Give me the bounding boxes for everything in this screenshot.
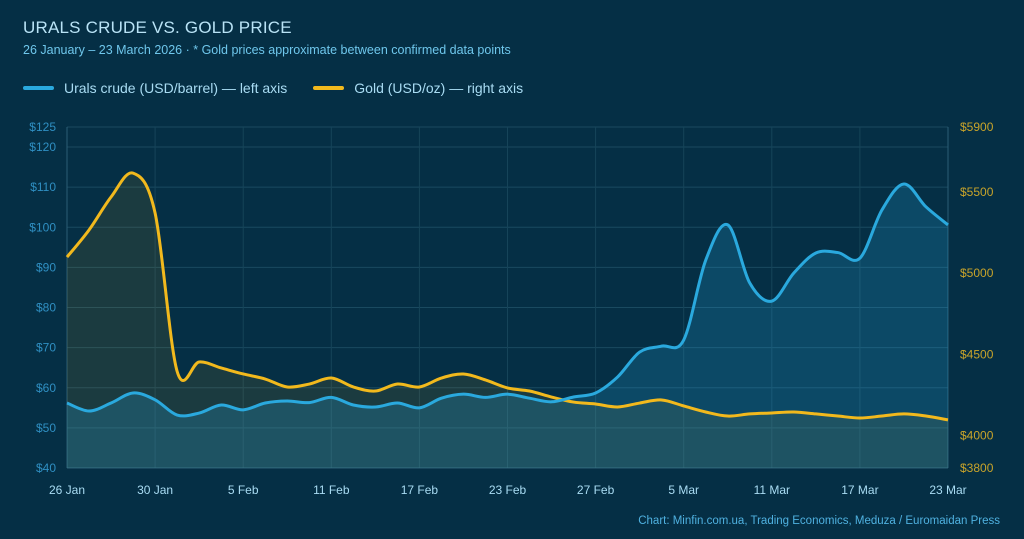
x-axis-tick-label: 17 Feb — [401, 483, 439, 497]
x-axis-tick-label: 5 Mar — [668, 483, 699, 497]
line-gold — [65, 171, 949, 422]
left-axis-tick-label: $110 — [30, 180, 56, 194]
legend-item-gold: Gold (USD/oz) — right axis — [313, 80, 523, 96]
left-axis-tick-label: $90 — [36, 260, 56, 274]
right-axis-tick-label: $4000 — [960, 429, 994, 443]
chart-title: URALS CRUDE VS. GOLD PRICE — [23, 18, 292, 37]
right-axis-tick-label: $4500 — [960, 347, 994, 361]
right-axis-tick-label: $3800 — [960, 461, 994, 475]
chart-source: Chart: Minfin.com.ua, Trading Economics,… — [638, 515, 1000, 527]
legend-label-gold: Gold (USD/oz) — right axis — [354, 80, 524, 96]
left-axis-tick-label: $125 — [29, 120, 56, 134]
left-axis-tick-label: $60 — [36, 381, 56, 395]
x-axis-tick-label: 27 Feb — [577, 483, 615, 497]
left-axis-tick-label: $80 — [36, 301, 56, 315]
area-gold — [67, 172, 948, 469]
left-axis-tick-label: $40 — [36, 461, 56, 475]
legend-swatch-gold — [313, 86, 345, 90]
left-axis-tick-label: $70 — [36, 341, 56, 355]
right-axis-tick-label: $5500 — [960, 185, 994, 199]
left-axis-tick-label: $100 — [29, 220, 56, 234]
legend-item-urals: Urals crude (USD/barrel) — left axis — [23, 80, 287, 96]
x-axis-tick-label: 23 Feb — [489, 483, 527, 497]
x-axis-tick-label: 26 Jan — [49, 483, 85, 497]
chart-subtitle: 26 January – 23 March 2026 · * Gold pric… — [23, 43, 511, 57]
legend: Urals crude (USD/barrel) — left axis Gol… — [23, 80, 549, 96]
legend-label-urals: Urals crude (USD/barrel) — left axis — [64, 80, 288, 96]
x-axis-tick-label: 23 Mar — [929, 483, 966, 497]
area-urals — [67, 183, 948, 469]
line-urals — [66, 182, 949, 418]
right-axis-tick-label: $5900 — [960, 120, 994, 134]
legend-swatch-urals — [23, 86, 54, 90]
left-axis-tick-label: $120 — [29, 140, 56, 154]
x-axis-tick-label: 5 Feb — [228, 483, 259, 497]
right-axis-tick-label: $5000 — [960, 266, 994, 280]
x-axis-tick-label: 17 Mar — [841, 483, 878, 497]
left-axis-tick-label: $50 — [36, 421, 56, 435]
x-axis-tick-label: 11 Feb — [313, 483, 350, 497]
x-axis-tick-label: 11 Mar — [754, 483, 790, 497]
x-axis-tick-label: 30 Jan — [137, 483, 173, 497]
